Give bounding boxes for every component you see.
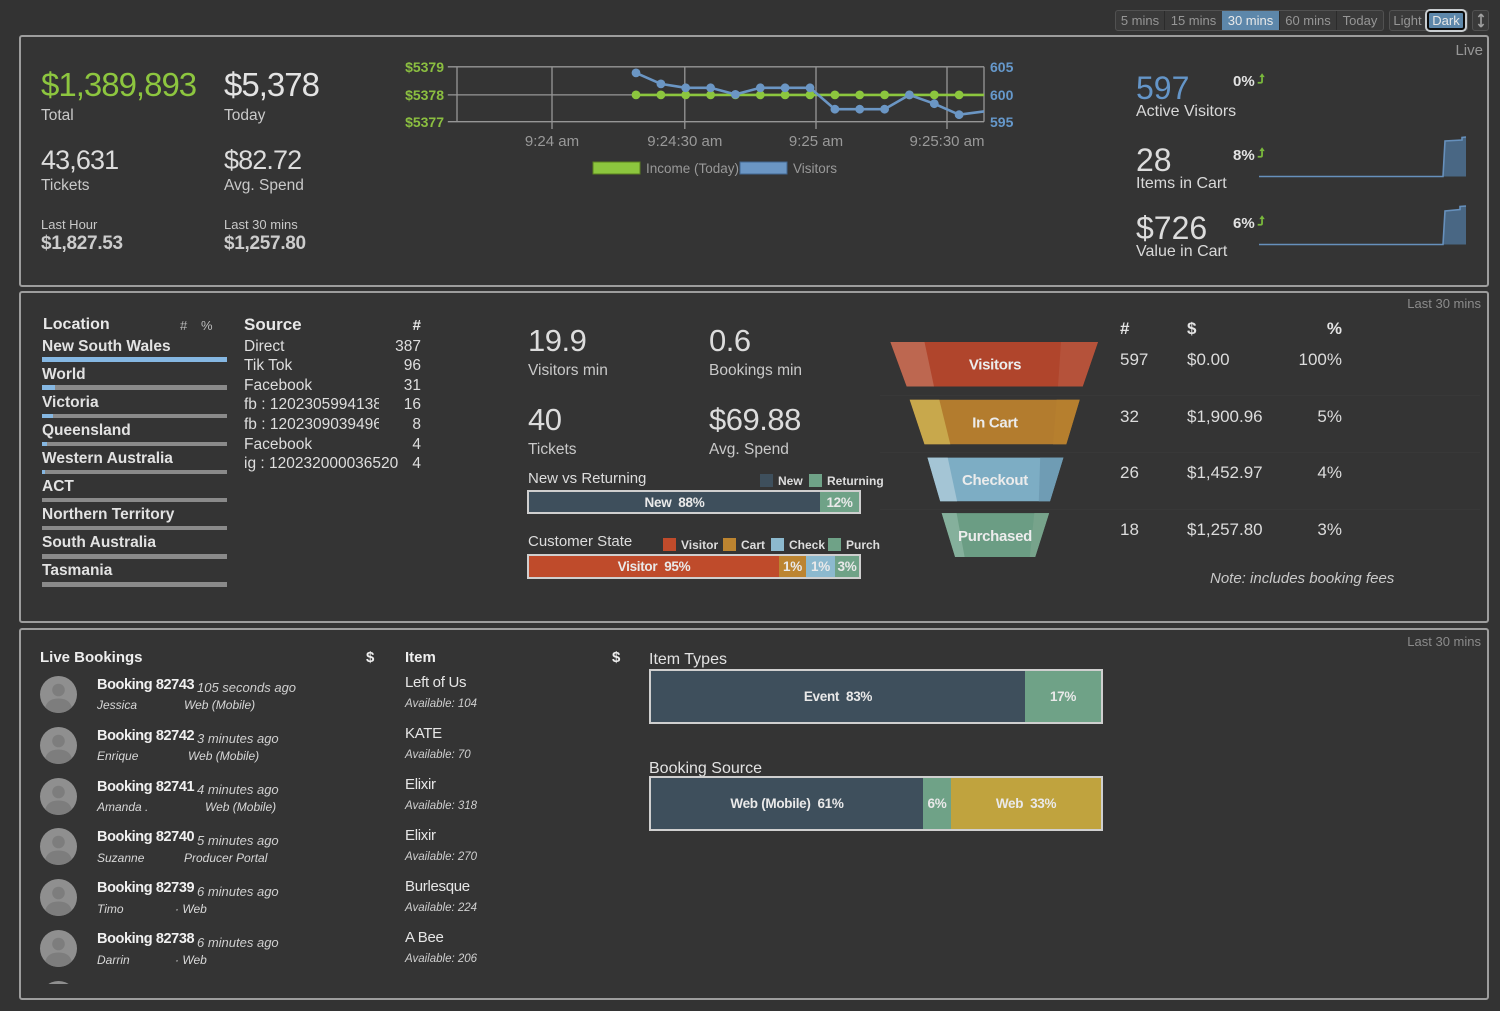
svg-text:600: 600 xyxy=(990,87,1014,103)
svg-text:$5379: $5379 xyxy=(405,59,444,75)
svg-text:$5377: $5377 xyxy=(405,114,444,130)
svg-text:Visitors: Visitors xyxy=(969,357,1021,374)
svg-text:9:25:30 am: 9:25:30 am xyxy=(909,133,984,150)
svg-text:Visitors: Visitors xyxy=(793,161,837,176)
svg-text:Income (Today): Income (Today) xyxy=(646,161,739,176)
svg-text:Purchased: Purchased xyxy=(958,528,1032,545)
svg-text:9:24:30 am: 9:24:30 am xyxy=(647,133,722,150)
svg-text:$5378: $5378 xyxy=(405,87,444,103)
svg-text:9:24 am: 9:24 am xyxy=(525,133,579,150)
svg-text:In Cart: In Cart xyxy=(972,415,1018,432)
svg-text:Checkout: Checkout xyxy=(962,472,1028,489)
svg-text:595: 595 xyxy=(990,114,1014,130)
svg-text:9:25 am: 9:25 am xyxy=(789,133,843,150)
svg-text:605: 605 xyxy=(990,59,1014,75)
